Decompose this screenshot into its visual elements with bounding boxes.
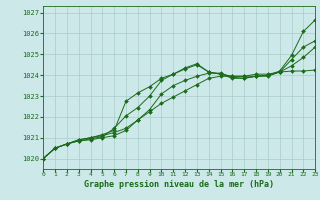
X-axis label: Graphe pression niveau de la mer (hPa): Graphe pression niveau de la mer (hPa) xyxy=(84,180,274,189)
